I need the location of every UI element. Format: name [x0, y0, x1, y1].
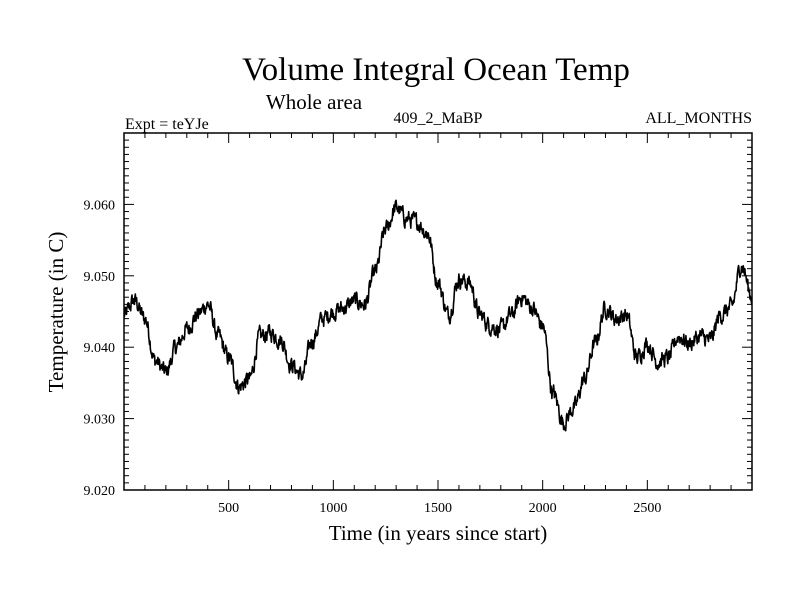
- y-tick-label: 9.060: [84, 198, 116, 213]
- y-tick-label: 9.050: [84, 270, 116, 285]
- x-tick-label: 2000: [529, 501, 557, 516]
- chart-title: Volume Integral Ocean Temp: [242, 52, 630, 88]
- experiment-label: Expt = teYJe: [125, 116, 209, 133]
- chart-subtitle: Whole area: [266, 90, 363, 114]
- run-id-label: 409_2_MaBP: [394, 110, 483, 127]
- y-tick-label: 9.020: [84, 484, 116, 499]
- x-axis-label: Time (in years since start): [329, 521, 548, 545]
- plot-area: [124, 199, 752, 432]
- plot-frame: [123, 132, 753, 491]
- y-tick-label: 9.030: [84, 413, 116, 428]
- x-tick-label: 1500: [424, 501, 452, 516]
- x-tick-label: 500: [218, 501, 239, 516]
- x-axis: 500 1000 1500 2000 2500: [144, 133, 732, 516]
- y-tick-label: 9.040: [84, 341, 116, 356]
- x-tick-label: 2500: [633, 501, 661, 516]
- y-axis-label: Temperature (in C): [44, 232, 68, 393]
- months-label: ALL_MONTHS: [645, 110, 752, 127]
- y-axis: 9.020 9.030 9.040 9.050 9.060: [84, 139, 752, 499]
- x-tick-label: 1000: [319, 501, 347, 516]
- series-line: [124, 199, 752, 432]
